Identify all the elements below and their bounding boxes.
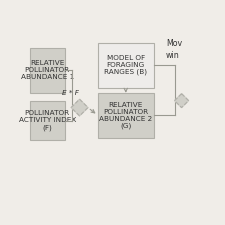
Polygon shape xyxy=(71,99,88,116)
Polygon shape xyxy=(175,94,189,108)
Text: RELATIVE
POLLINATOR
ABUNDANCE 2
(G): RELATIVE POLLINATOR ABUNDANCE 2 (G) xyxy=(99,102,152,129)
Bar xyxy=(98,93,154,138)
Text: win: win xyxy=(166,51,180,60)
Bar xyxy=(30,48,65,93)
Text: POLLINATOR
ACTIVITY INDEX
(F): POLLINATOR ACTIVITY INDEX (F) xyxy=(19,110,76,131)
Text: E * F: E * F xyxy=(62,90,79,96)
Bar xyxy=(98,43,154,88)
Bar xyxy=(30,101,65,140)
Text: RELATIVE
POLLINATOR
ABUNDANCE 1: RELATIVE POLLINATOR ABUNDANCE 1 xyxy=(21,60,74,80)
Text: Mov: Mov xyxy=(166,39,182,48)
Text: MODEL OF
FORAGING
RANGES (B): MODEL OF FORAGING RANGES (B) xyxy=(104,55,147,75)
